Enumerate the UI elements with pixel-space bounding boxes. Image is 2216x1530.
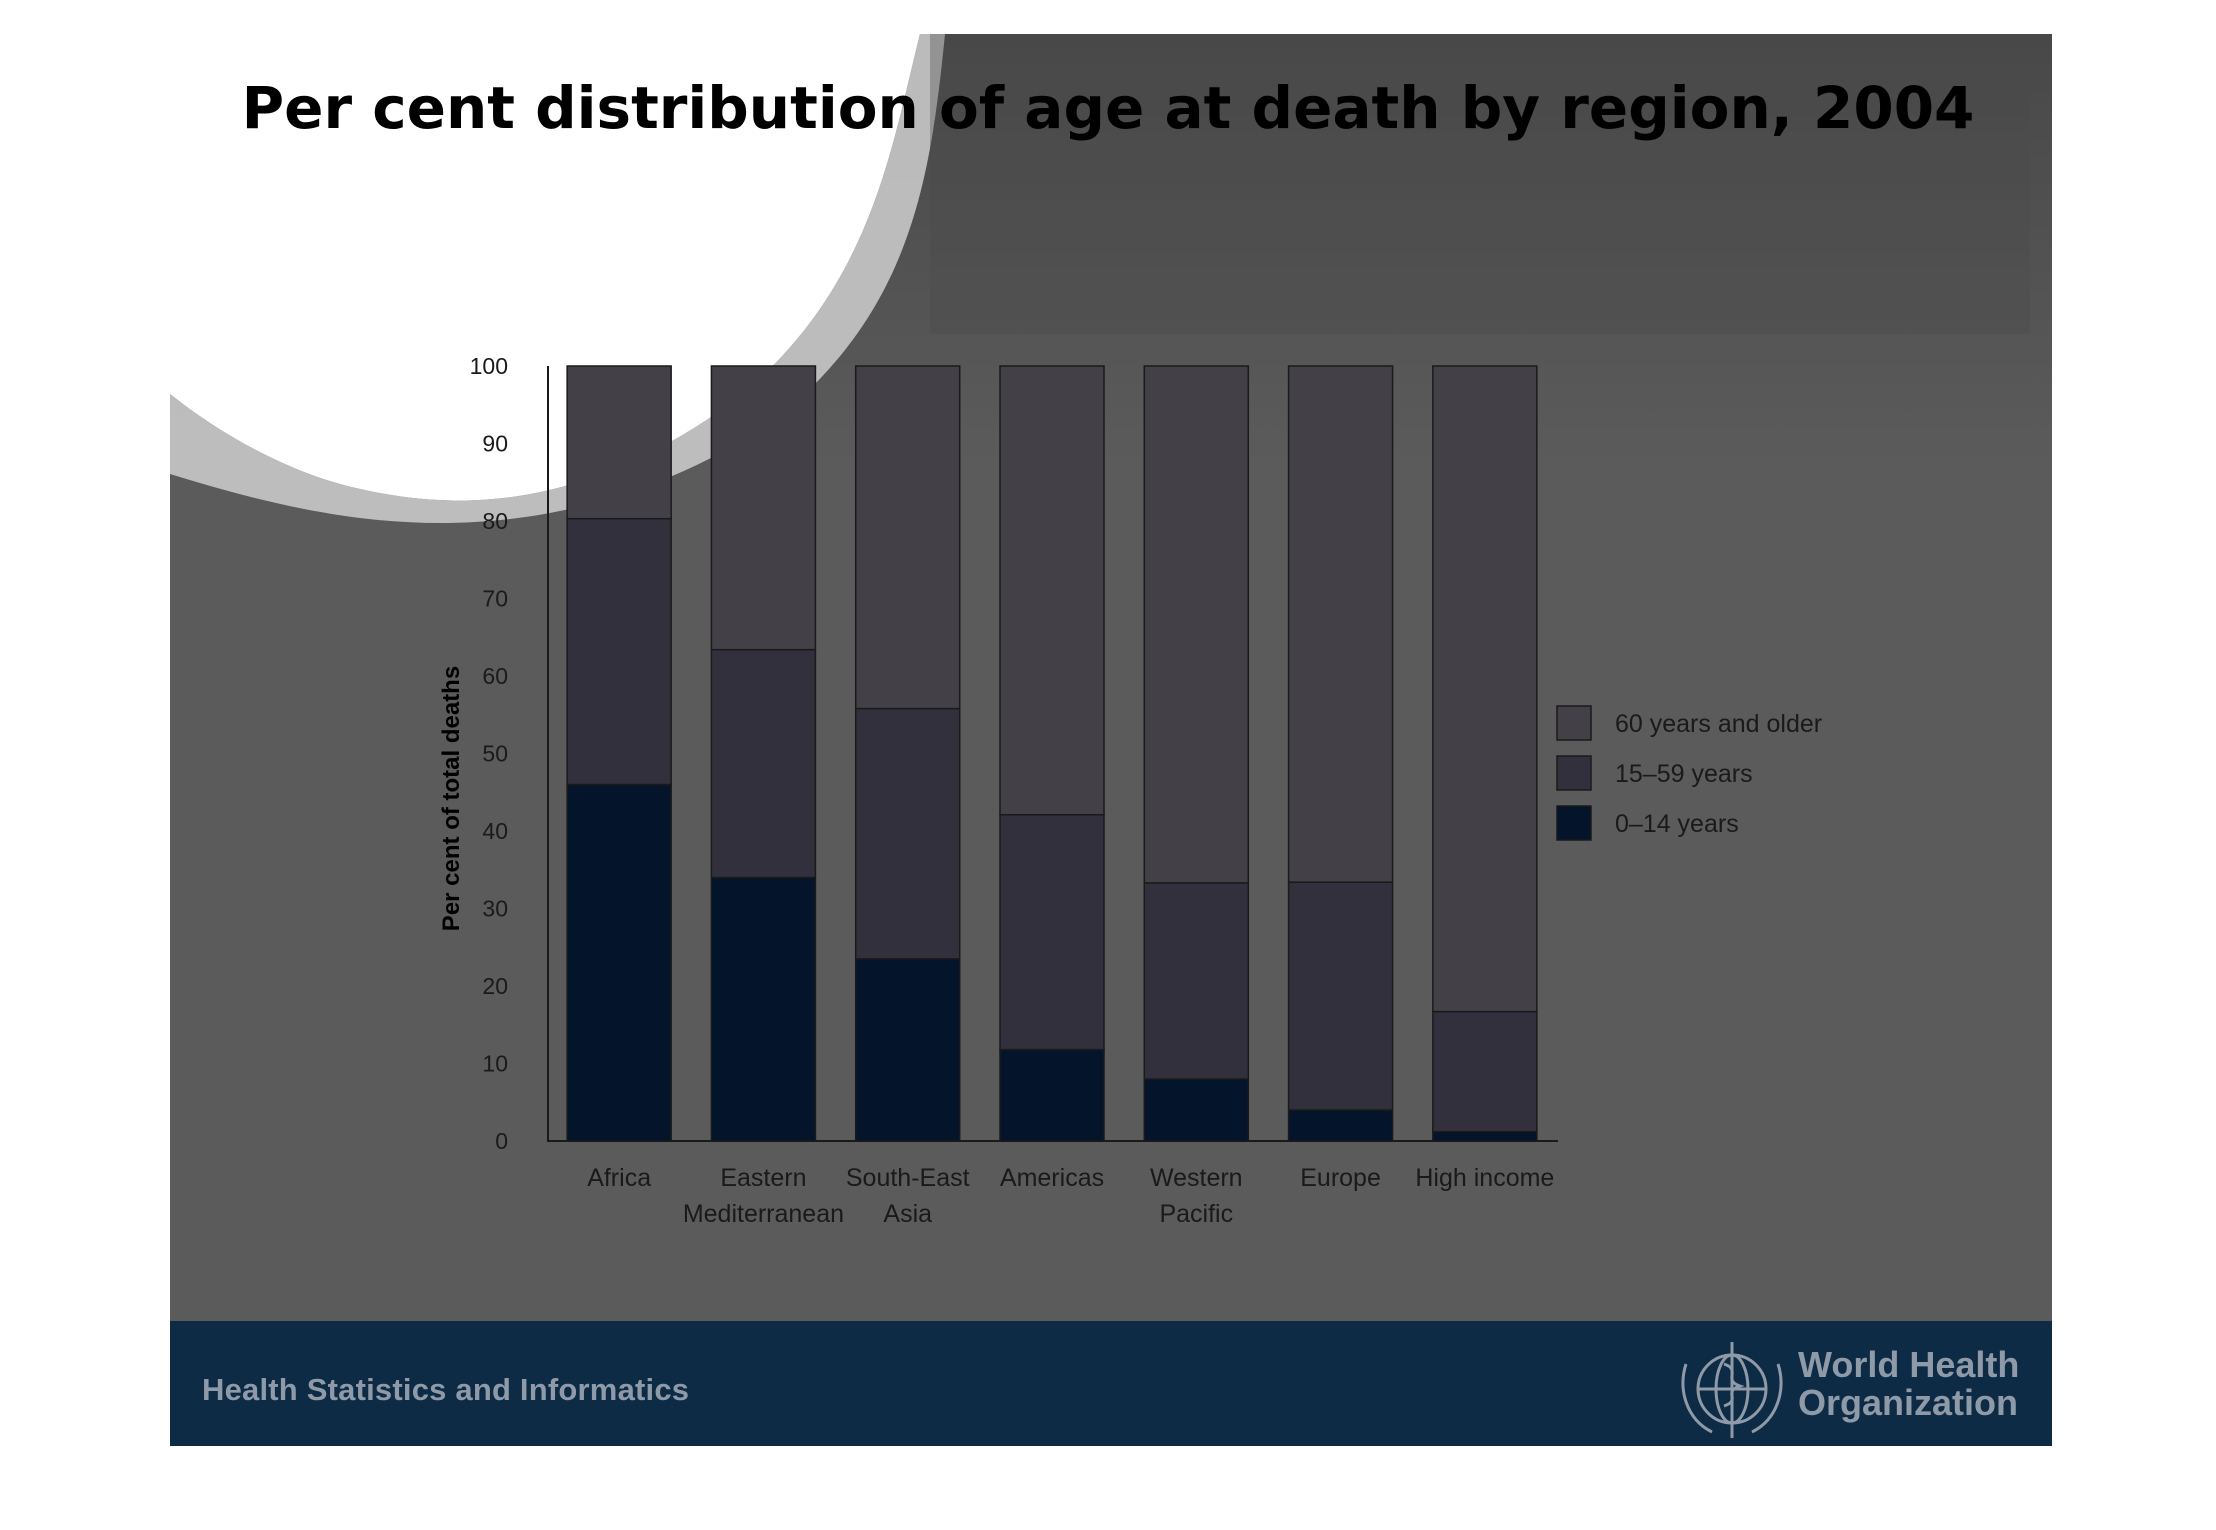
legend-label: 15–59 years: [1615, 760, 1753, 788]
y-tick-label: 50: [482, 741, 508, 767]
top-right-panel: [930, 34, 2030, 334]
legend-swatch: [1556, 755, 1592, 791]
x-category-label: High income: [1415, 1164, 1554, 1192]
y-tick-label: 70: [482, 586, 508, 612]
legend-label: 0–14 years: [1615, 810, 1739, 838]
bar-segment: [710, 365, 817, 651]
bar-segment: [566, 365, 672, 520]
bar-segment: [854, 958, 961, 1142]
chart-title: Per cent distribution of age at death by…: [241, 74, 1975, 142]
slide-background: [170, 34, 2052, 524]
bar-segment: [1143, 882, 1250, 1080]
x-category-label: South-East: [846, 1164, 970, 1192]
y-tick-label: 20: [482, 973, 508, 999]
bar-segment: [1143, 1078, 1250, 1142]
footer-text: Health Statistics and Informatics: [202, 1372, 690, 1407]
legend-label: 60 years and older: [1615, 710, 1822, 738]
who-wordmark: World Health Organization: [1798, 1346, 2019, 1422]
bar-segment: [854, 365, 961, 710]
bar-segment: [854, 707, 961, 960]
y-tick-label: 90: [482, 431, 508, 457]
bar-segment: [1432, 365, 1538, 1013]
bar-segment: [710, 876, 817, 1142]
x-category-label: Asia: [883, 1200, 932, 1228]
x-category-label: Western: [1150, 1164, 1243, 1192]
legend-swatch: [1556, 805, 1592, 841]
bar-segment: [999, 1048, 1105, 1142]
bar-segment: [1432, 1130, 1538, 1142]
bar-segment: [1287, 1109, 1394, 1142]
bar-segment: [1143, 365, 1250, 884]
who-wordmark-line1: World Health: [1798, 1344, 2020, 1385]
x-category-label: Americas: [1000, 1164, 1104, 1192]
slide: Health Statistics and Informatics World …: [170, 34, 2052, 1446]
x-category-label: Africa: [587, 1164, 651, 1192]
y-tick-label: 30: [482, 896, 508, 922]
y-tick-label: 0: [495, 1128, 508, 1154]
footer-bar: [170, 1321, 2052, 1446]
legend-swatch: [1556, 705, 1592, 741]
bar-segment: [1432, 1010, 1538, 1133]
y-tick-label: 80: [482, 508, 508, 534]
x-category-label: Mediterranean: [683, 1200, 844, 1228]
bar-segment: [1287, 881, 1394, 1111]
y-axis-label: Per cent of total deaths: [438, 666, 465, 931]
y-tick-label: 10: [482, 1051, 508, 1077]
bar-segment: [566, 783, 672, 1142]
x-category-label: Pacific: [1159, 1200, 1233, 1228]
x-category-label: Europe: [1300, 1164, 1381, 1192]
bar-segment: [710, 648, 817, 879]
bar-segment: [999, 365, 1105, 816]
who-emblem-icon: [1681, 1342, 1783, 1438]
who-wordmark-line2: Organization: [1798, 1382, 2019, 1423]
bar-segment: [999, 813, 1105, 1051]
x-category-label: Eastern: [720, 1164, 806, 1192]
y-tick-label: 100: [470, 353, 508, 379]
y-tick-label: 40: [482, 818, 508, 844]
bar-segment: [1287, 365, 1394, 883]
y-tick-label: 60: [482, 663, 508, 689]
